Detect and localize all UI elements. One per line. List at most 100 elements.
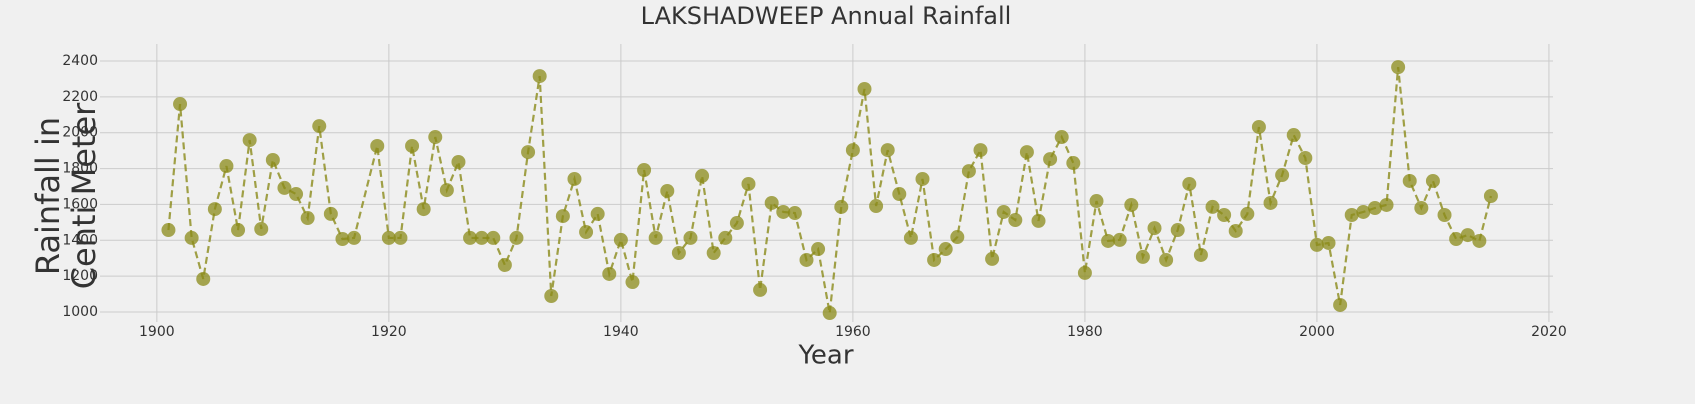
data-point (1367, 201, 1382, 216)
data-point (799, 252, 814, 267)
data-point (1298, 150, 1313, 165)
data-point (1008, 213, 1023, 228)
data-point (1391, 60, 1406, 75)
data-point (660, 183, 675, 198)
data-point (521, 145, 536, 160)
data-point (1414, 201, 1429, 216)
data-point (416, 202, 431, 217)
data-point (242, 133, 257, 148)
data-point (787, 206, 802, 221)
data-point (1286, 128, 1301, 143)
data-point (1089, 194, 1104, 209)
data-point (1263, 195, 1278, 210)
data-point (1077, 265, 1092, 280)
data-point (1460, 228, 1475, 243)
data-point (1333, 297, 1348, 312)
data-point (1425, 173, 1440, 188)
data-point (915, 171, 930, 186)
data-point (1147, 221, 1162, 236)
data-point (1124, 197, 1139, 212)
data-point (1402, 173, 1417, 188)
data-point (405, 138, 420, 153)
data-point (1101, 233, 1116, 248)
data-point (474, 230, 489, 245)
data-point (869, 199, 884, 214)
data-point (497, 258, 512, 273)
data-point (1170, 223, 1185, 238)
data-point (1182, 176, 1197, 191)
data-point (381, 230, 396, 245)
data-point (544, 289, 559, 304)
data-point (335, 232, 350, 247)
data-point (347, 230, 362, 245)
data-point (1054, 130, 1069, 145)
data-point (834, 199, 849, 214)
data-point (741, 176, 756, 191)
data-point (173, 97, 188, 112)
data-point (567, 171, 582, 186)
data-point (486, 230, 501, 245)
data-point (1472, 233, 1487, 248)
data-point (1031, 213, 1046, 228)
data-point (579, 225, 594, 240)
data-point (1321, 235, 1336, 250)
data-point (532, 69, 547, 84)
x-tick-label: 1940 (603, 324, 639, 340)
x-tick-label: 1980 (1067, 324, 1103, 340)
data-point (1228, 223, 1243, 238)
data-point (822, 306, 837, 321)
data-point (555, 209, 570, 224)
data-point (1344, 207, 1359, 222)
data-point (265, 152, 280, 167)
chart-title: LAKSHADWEEP Annual Rainfall (641, 2, 1012, 30)
y-tick-label: 1000 (62, 304, 98, 320)
data-point (370, 138, 385, 153)
data-point (1309, 237, 1324, 252)
data-point (428, 130, 443, 145)
data-point (845, 143, 860, 158)
data-point (323, 206, 338, 221)
data-point (196, 271, 211, 286)
data-point (950, 230, 965, 245)
data-point (1159, 252, 1174, 267)
x-tick-label: 1960 (835, 324, 871, 340)
data-point (602, 266, 617, 281)
data-point (648, 230, 663, 245)
data-point (207, 202, 222, 217)
data-point (231, 223, 246, 238)
data-point (706, 245, 721, 260)
data-point (683, 230, 698, 245)
data-point (613, 232, 628, 247)
data-point (1356, 204, 1371, 219)
data-point (451, 154, 466, 169)
y-tick-label: 1400 (62, 232, 98, 248)
data-point (312, 119, 327, 134)
y-tick-label: 1200 (62, 268, 98, 284)
data-point (1205, 199, 1220, 214)
data-point (1437, 207, 1452, 222)
data-point (439, 183, 454, 198)
data-point (938, 242, 953, 257)
y-tick-label: 1800 (62, 161, 98, 177)
data-point (857, 81, 872, 96)
x-tick-label: 1920 (371, 324, 407, 340)
data-point (961, 164, 976, 179)
data-point (985, 251, 1000, 266)
data-point (764, 195, 779, 210)
data-point (161, 223, 176, 238)
data-point (1275, 168, 1290, 183)
data-point (927, 252, 942, 267)
data-point (1217, 207, 1232, 222)
data-point (776, 204, 791, 219)
data-point (1043, 152, 1058, 167)
data-point (625, 275, 640, 290)
data-point (1112, 232, 1127, 247)
data-point (1379, 197, 1394, 212)
data-point (184, 230, 199, 245)
data-point (590, 206, 605, 221)
data-point (463, 230, 478, 245)
x-tick-label: 2020 (1531, 324, 1567, 340)
data-point (1251, 119, 1266, 134)
x-tick-label: 2000 (1299, 324, 1335, 340)
